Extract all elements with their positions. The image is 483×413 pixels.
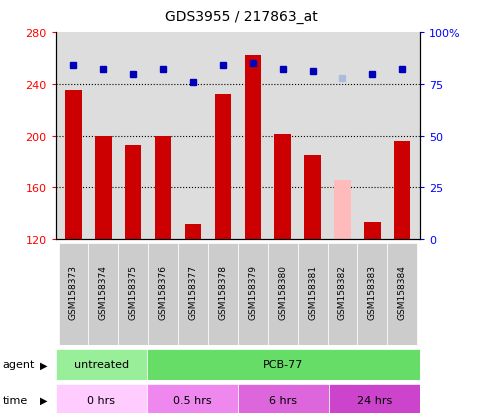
Text: GSM158382: GSM158382 xyxy=(338,265,347,320)
Bar xyxy=(394,141,411,240)
Bar xyxy=(244,56,261,240)
Bar xyxy=(178,244,208,345)
Text: GSM158375: GSM158375 xyxy=(129,265,138,320)
Bar xyxy=(268,244,298,345)
Text: GSM158383: GSM158383 xyxy=(368,265,377,320)
Bar xyxy=(274,135,291,240)
Bar xyxy=(208,244,238,345)
Text: untreated: untreated xyxy=(73,359,128,370)
Bar xyxy=(147,384,238,413)
Text: time: time xyxy=(2,394,28,405)
Text: GSM158376: GSM158376 xyxy=(158,265,168,320)
Text: GSM158377: GSM158377 xyxy=(188,265,198,320)
Bar xyxy=(88,244,118,345)
Bar xyxy=(215,95,231,240)
Bar xyxy=(304,156,321,240)
Bar xyxy=(364,223,381,240)
Bar xyxy=(334,180,351,240)
Bar xyxy=(56,384,147,413)
Text: GSM158381: GSM158381 xyxy=(308,265,317,320)
Bar xyxy=(58,244,88,345)
Text: 6 hrs: 6 hrs xyxy=(270,394,298,405)
Bar xyxy=(147,349,420,380)
Bar xyxy=(238,384,329,413)
Bar xyxy=(65,91,82,240)
Bar xyxy=(357,244,387,345)
Bar xyxy=(238,244,268,345)
Bar xyxy=(148,244,178,345)
Text: GSM158380: GSM158380 xyxy=(278,265,287,320)
Text: 24 hrs: 24 hrs xyxy=(357,394,392,405)
Bar xyxy=(327,244,357,345)
Bar xyxy=(298,244,327,345)
Text: ▶: ▶ xyxy=(40,394,47,405)
Text: agent: agent xyxy=(2,359,35,370)
Text: GSM158384: GSM158384 xyxy=(398,265,407,320)
Bar xyxy=(56,349,147,380)
Bar xyxy=(95,136,112,240)
Text: GSM158374: GSM158374 xyxy=(99,265,108,320)
Bar xyxy=(118,244,148,345)
Bar xyxy=(125,145,142,240)
Text: ▶: ▶ xyxy=(40,359,47,370)
Bar xyxy=(329,384,420,413)
Text: GSM158373: GSM158373 xyxy=(69,265,78,320)
Bar xyxy=(185,224,201,240)
Bar xyxy=(155,136,171,240)
Text: 0.5 hrs: 0.5 hrs xyxy=(173,394,212,405)
Bar xyxy=(387,244,417,345)
Text: GSM158378: GSM158378 xyxy=(218,265,227,320)
Text: GDS3955 / 217863_at: GDS3955 / 217863_at xyxy=(165,10,318,24)
Text: 0 hrs: 0 hrs xyxy=(87,394,115,405)
Text: PCB-77: PCB-77 xyxy=(263,359,304,370)
Text: GSM158379: GSM158379 xyxy=(248,265,257,320)
